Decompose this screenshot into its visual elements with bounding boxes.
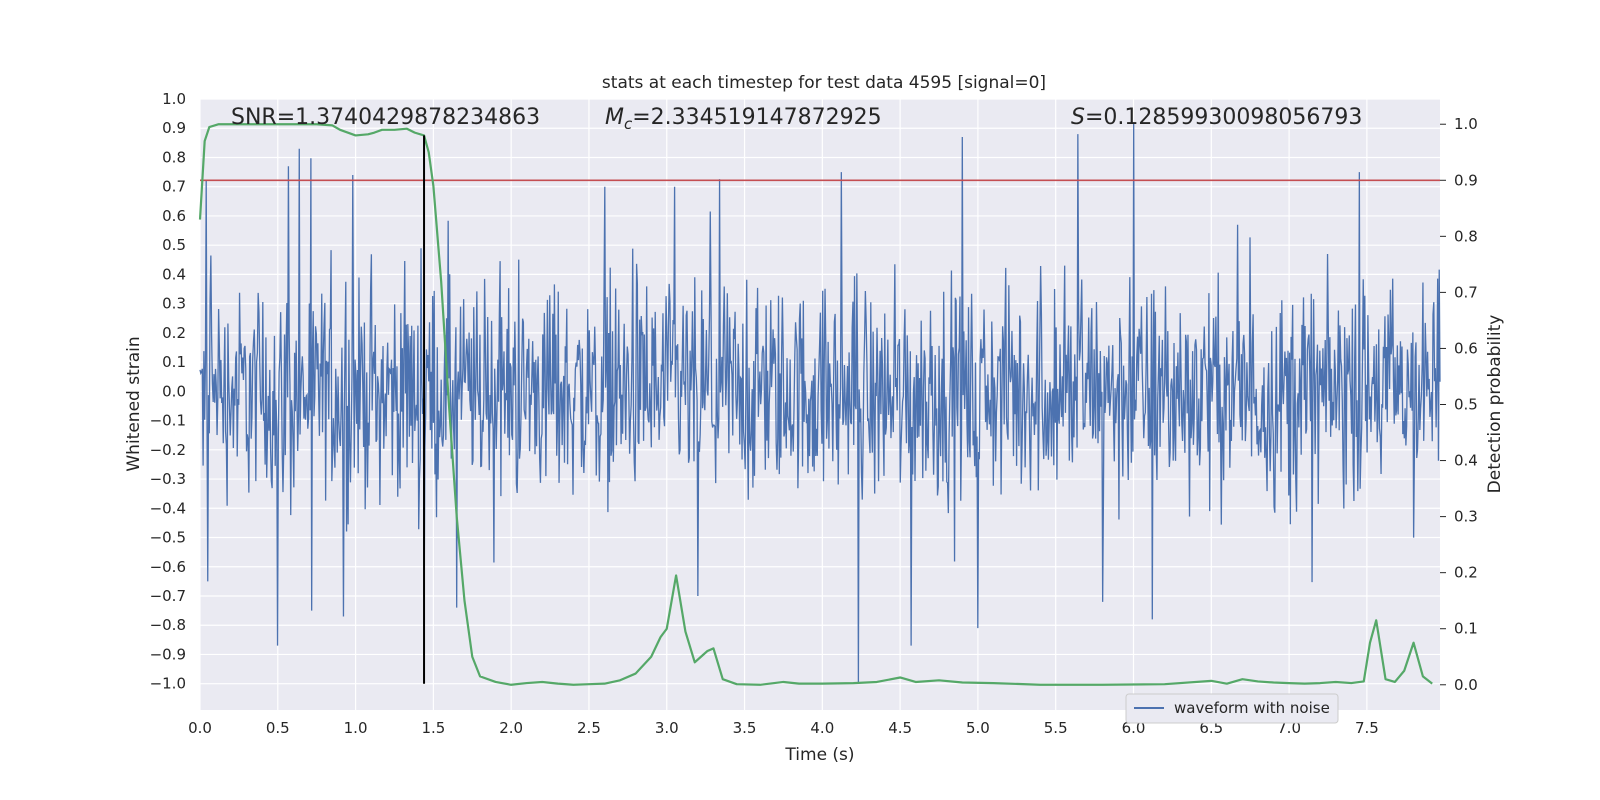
x-tick-label: 1.0 [344, 719, 368, 737]
y-left-tick-label: −0.6 [150, 558, 186, 576]
y-left-tick-label: 0.2 [162, 324, 186, 342]
x-tick-label: 1.5 [421, 719, 445, 737]
s-symbol: S [1071, 105, 1085, 130]
x-tick-label: 5.0 [966, 719, 990, 737]
waveform-series [199, 122, 1441, 684]
y-left-tick-label: 0.3 [162, 295, 186, 313]
y-left-tick-label: 0.7 [162, 178, 186, 196]
y-right-tick-label: 0.2 [1454, 564, 1478, 582]
y-left-tick-label: 0.5 [162, 236, 186, 254]
x-axis-label: Time (s) [784, 745, 854, 765]
mc-value: =2.334519147872925 [632, 105, 881, 130]
y-left-tick-label: 0.6 [162, 207, 186, 225]
y-left-tick-label: 0.1 [162, 353, 186, 371]
y-left-tick-label: 0.0 [162, 382, 186, 400]
y-left-tick-labels: 1.0 0.9 0.8 0.7 0.6 0.5 0.4 0.3 0.2 0.1 0.0 −0.1 −0.… [150, 90, 186, 693]
y-left-tick-label: −0.8 [150, 616, 186, 634]
x-tick-label: 4.0 [810, 719, 834, 737]
x-tick-label: 3.0 [655, 719, 679, 737]
legend: waveform with noise [1125, 693, 1339, 724]
mc-symbol: M [605, 105, 624, 130]
y-left-tick-label: −1.0 [150, 675, 186, 693]
y-right-tick-label: 1.0 [1454, 115, 1478, 133]
y-left-tick-label: −0.3 [150, 470, 186, 488]
x-tick-label: 2.0 [499, 719, 523, 737]
x-tick-label: 4.5 [888, 719, 912, 737]
y-right-tick-label: 0.7 [1454, 283, 1478, 301]
x-tick-label: 2.5 [577, 719, 601, 737]
x-tick-labels: 0.0 0.5 1.0 1.5 2.0 2.5 3.0 3.5 4.0 4.5 5.0 5.5 6.0 6… [188, 719, 1379, 737]
x-tick-label: 3.5 [733, 719, 757, 737]
y-left-tick-label: −0.2 [150, 441, 186, 459]
y-left-tick-label: −0.1 [150, 412, 186, 430]
y-axis-label-right: Detection probability [1485, 315, 1505, 494]
chart-title: stats at each timestep for test data 459… [602, 73, 1046, 93]
snr-annotation: SNR=1.3740429878234863 [231, 105, 540, 130]
y-left-tick-label: −0.7 [150, 587, 186, 605]
legend-box [1125, 693, 1339, 724]
y-left-tick-label: −0.4 [150, 499, 186, 517]
y-right-tick-label: 0.8 [1454, 227, 1478, 245]
y-left-tick-label: 1.0 [162, 90, 186, 108]
y-right-tick-label: 0.3 [1454, 508, 1478, 526]
y-right-tick-label: 0.1 [1454, 620, 1478, 638]
x-tick-label: 0.0 [188, 719, 212, 737]
y-left-tick-label: 0.9 [162, 119, 186, 137]
detection-probability-line [198, 123, 1433, 686]
y-left-tick-label: 0.4 [162, 265, 186, 283]
s-value: =0.12859930098056793 [1085, 105, 1362, 130]
y-left-tick-label: −0.5 [150, 529, 186, 547]
y-right-tick-label: 0.6 [1454, 339, 1478, 357]
y-right-tick-label: 0.4 [1454, 452, 1478, 470]
x-tick-label: 5.5 [1044, 719, 1068, 737]
s-annotation: S=0.12859930098056793 [1071, 105, 1362, 130]
y-right-tick-label: 0.0 [1454, 676, 1478, 694]
y-right-tick-label: 0.9 [1454, 171, 1478, 189]
y-left-tick-label: 0.8 [162, 148, 186, 166]
y-left-tick-label: −0.9 [150, 645, 186, 663]
x-tick-label: 0.5 [266, 719, 290, 737]
y-right-tick-labels: 1.0 0.9 0.8 0.7 0.6 0.5 0.4 0.3 0.2 0.1 0.0 [1440, 115, 1478, 694]
x-tick-label: 7.5 [1355, 719, 1379, 737]
legend-label: waveform with noise [1174, 699, 1330, 717]
mc-annotation: Mc=2.334519147872925 [605, 105, 882, 133]
y-axis-label-left: Whitened strain [124, 336, 144, 471]
waveform-path [199, 122, 1441, 684]
y-right-tick-label: 0.5 [1454, 396, 1478, 414]
mc-subscript: c [624, 115, 633, 133]
